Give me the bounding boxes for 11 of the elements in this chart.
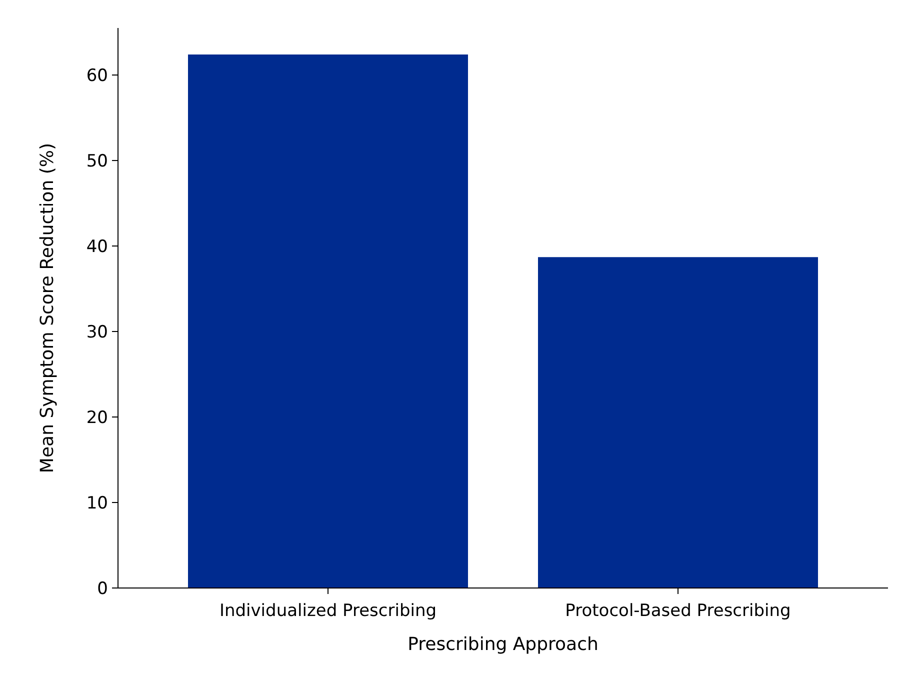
y-axis-title: Mean Symptom Score Reduction (%) (37, 142, 58, 474)
y-tick-label: 20 (86, 408, 108, 428)
y-tick-label: 50 (86, 151, 108, 172)
y-tick-label: 0 (97, 578, 108, 599)
y-tick-label: 30 (86, 322, 108, 342)
y-tick-label: 40 (86, 236, 108, 257)
x-tick-label: Individualized Prescribing (219, 601, 437, 621)
y-tick-label: 60 (86, 66, 108, 86)
x-tick-label: Protocol-Based Prescribing (565, 601, 791, 621)
y-tick-label: 10 (86, 493, 108, 514)
x-axis-title: Prescribing Approach (408, 634, 598, 655)
